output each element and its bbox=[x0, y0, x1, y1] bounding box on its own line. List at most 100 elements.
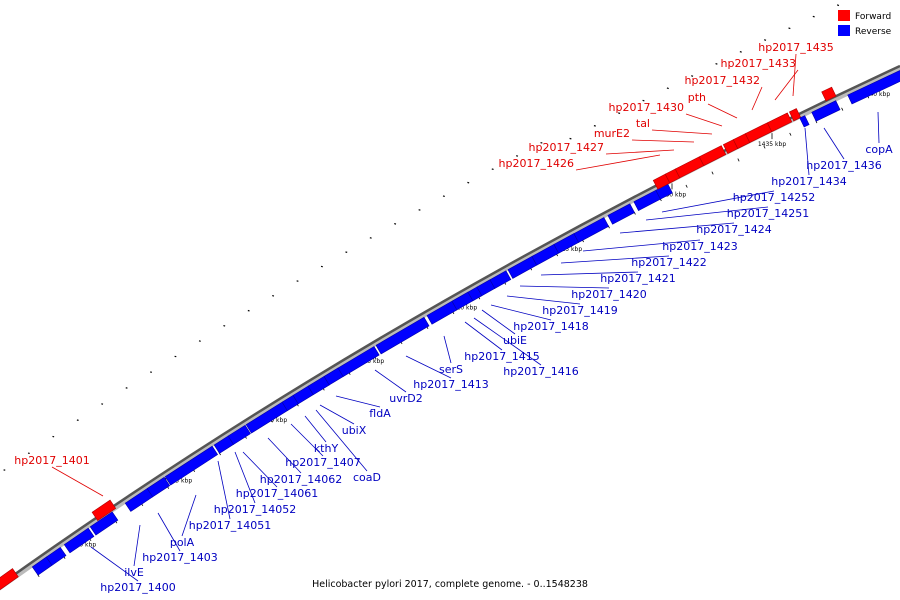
gene-label[interactable]: murE2 bbox=[594, 127, 630, 140]
forward-gene-feature[interactable] bbox=[698, 145, 727, 167]
label-connector bbox=[540, 271, 639, 276]
reverse-gene-feature[interactable] bbox=[45, 546, 67, 566]
gene-label[interactable]: hp2017_14052 bbox=[214, 503, 296, 516]
gene-label[interactable]: hp2017_1427 bbox=[529, 141, 604, 154]
gene-label[interactable]: ubiE bbox=[503, 334, 527, 347]
gene-label[interactable]: hp2017_1401 bbox=[14, 454, 89, 467]
label-connector bbox=[90, 546, 139, 582]
gene-label[interactable]: hp2017_1432 bbox=[685, 74, 760, 87]
label-connector bbox=[157, 512, 181, 552]
gene-label[interactable]: hp2017_1416 bbox=[503, 365, 578, 378]
reverse-gene-feature[interactable] bbox=[847, 70, 900, 105]
gene-label[interactable]: hp2017_14062 bbox=[260, 473, 342, 486]
reverse-gene-feature[interactable] bbox=[573, 217, 610, 243]
kbp-tick-label: 1400 kbp bbox=[68, 542, 96, 549]
kbp-tick-label: 1415 kbp bbox=[356, 358, 384, 365]
gene-label[interactable]: kthY bbox=[314, 442, 339, 455]
legend-forward-label: Forward bbox=[855, 12, 891, 22]
gene-label[interactable]: hp2017_1421 bbox=[600, 272, 675, 285]
gene-label[interactable]: hp2017_14251 bbox=[727, 207, 809, 220]
reverse-gene-feature[interactable] bbox=[607, 203, 635, 225]
label-connector bbox=[751, 86, 763, 111]
gene-label[interactable]: hp2017_1420 bbox=[571, 288, 646, 301]
inner-tick-mark bbox=[737, 158, 740, 162]
gene-label[interactable]: hp2017_1434 bbox=[771, 175, 846, 188]
reverse-gene-feature[interactable] bbox=[227, 424, 251, 445]
gene-label[interactable]: hp2017_1424 bbox=[696, 223, 771, 236]
forward-gene-feature[interactable] bbox=[821, 86, 837, 102]
forward-gene-feature[interactable] bbox=[744, 122, 773, 143]
legend: Forward Reverse bbox=[838, 10, 892, 37]
gene-label[interactable]: hp2017_1423 bbox=[662, 240, 737, 253]
gene-label[interactable]: hp2017_1415 bbox=[464, 350, 539, 363]
reverse-gene-feature[interactable] bbox=[164, 445, 219, 486]
forward-gene-feature[interactable] bbox=[766, 112, 793, 133]
forward-gene-feature[interactable] bbox=[0, 568, 19, 590]
gene-label[interactable]: hp2017_1426 bbox=[499, 157, 574, 170]
kbp-tick-label: 1435 kbp bbox=[758, 141, 786, 148]
legend-forward-swatch bbox=[838, 10, 850, 21]
reverse-gene-feature[interactable] bbox=[375, 316, 430, 355]
label-connector bbox=[506, 295, 581, 305]
gene-label[interactable]: ilvE bbox=[124, 566, 144, 579]
forward-gene-feature[interactable] bbox=[91, 499, 117, 521]
outer-tick-mark bbox=[394, 223, 397, 225]
label-connector bbox=[405, 355, 452, 379]
label-connector bbox=[605, 149, 675, 155]
reverse-gene-feature[interactable] bbox=[89, 511, 119, 536]
gene-label[interactable]: hp2017_1413 bbox=[413, 378, 488, 391]
reverse-gene-feature[interactable] bbox=[489, 270, 512, 289]
gene-label[interactable]: ubiX bbox=[342, 424, 367, 437]
reverse-gene-feature[interactable] bbox=[799, 115, 810, 128]
label-connector bbox=[804, 127, 810, 176]
gene-label[interactable]: hp2017_1435 bbox=[758, 41, 833, 54]
gene-label[interactable]: hp2017_1400 bbox=[100, 581, 175, 594]
gene-label[interactable]: hp2017_1418 bbox=[513, 320, 588, 333]
reverse-gene-feature[interactable] bbox=[811, 100, 841, 122]
reverse-gene-feature[interactable] bbox=[146, 476, 171, 498]
label-connector bbox=[707, 103, 738, 119]
gene-label[interactable]: serS bbox=[439, 363, 463, 376]
label-connector bbox=[823, 127, 845, 160]
gene-label[interactable]: hp2017_1419 bbox=[542, 304, 617, 317]
label-connector bbox=[792, 53, 797, 97]
gene-label[interactable]: coaD bbox=[353, 471, 381, 484]
gene-label[interactable]: tal bbox=[636, 117, 650, 130]
outer-tick-mark bbox=[642, 99, 645, 102]
label-connector bbox=[181, 494, 197, 537]
gene-label[interactable]: hp2017_1430 bbox=[609, 101, 684, 114]
gene-label[interactable]: hp2017_1422 bbox=[631, 256, 706, 269]
kbp-tick-label: 1410 kbp bbox=[259, 417, 287, 424]
gene-label[interactable]: hp2017_1403 bbox=[142, 551, 217, 564]
outer-tick-mark bbox=[618, 112, 621, 115]
reverse-gene-feature[interactable] bbox=[63, 527, 95, 554]
outer-tick-mark bbox=[442, 195, 445, 198]
kbp-tick-label: 1430 kbp bbox=[658, 191, 686, 198]
outer-tick-mark bbox=[666, 87, 669, 90]
inner-tick-mark bbox=[789, 132, 792, 136]
gene-label[interactable]: hp2017_14252 bbox=[733, 191, 815, 204]
gene-label[interactable]: polA bbox=[170, 536, 195, 549]
outer-tick-mark bbox=[739, 50, 742, 53]
forward-gene-feature[interactable] bbox=[674, 156, 705, 179]
gene-label[interactable]: uvrD2 bbox=[389, 392, 422, 405]
outer-ticks bbox=[3, 4, 840, 471]
gene-label[interactable]: fldA bbox=[369, 407, 391, 420]
label-connector bbox=[234, 451, 256, 504]
gene-label[interactable]: pth bbox=[688, 91, 706, 104]
gene-label[interactable]: hp2017_14061 bbox=[236, 487, 318, 500]
gene-features bbox=[0, 70, 900, 590]
reverse-gene-feature[interactable] bbox=[337, 346, 380, 377]
kbp-tick-label: 1425 kbp bbox=[554, 246, 582, 253]
label-connector bbox=[877, 111, 880, 144]
label-connector bbox=[651, 129, 713, 135]
gene-label[interactable]: copA bbox=[865, 143, 893, 156]
gene-label[interactable]: hp2017_1433 bbox=[721, 57, 796, 70]
gene-label[interactable]: hp2017_1436 bbox=[806, 159, 881, 172]
gene-label[interactable]: hp2017_1407 bbox=[285, 456, 360, 469]
gene-label[interactable]: hp2017_14051 bbox=[189, 519, 271, 532]
label-connector bbox=[267, 437, 302, 474]
